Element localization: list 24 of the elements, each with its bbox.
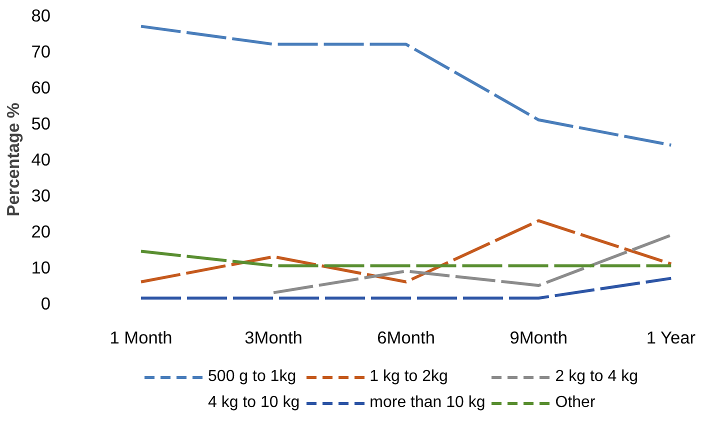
x-tick-label: 1 Year <box>646 328 696 348</box>
x-tick-label: 9Month <box>510 328 568 348</box>
legend-label: 1 kg to 2kg <box>370 368 448 386</box>
line-series <box>272 234 673 294</box>
line-series <box>140 24 673 147</box>
legend-label: 500 g to 1kg <box>208 368 296 386</box>
y-tick-label: 40 <box>31 150 51 170</box>
x-tick-label: 6Month <box>377 328 435 348</box>
y-tick-label: 30 <box>31 186 51 206</box>
y-tick-label: 80 <box>31 6 51 26</box>
legend-label: more than 10 kg <box>370 394 486 412</box>
legend-label: 2 kg to 4 kg <box>555 368 638 386</box>
y-tick-label: 10 <box>31 258 51 278</box>
y-tick-label: 50 <box>31 114 51 134</box>
y-tick-label: 0 <box>40 294 51 314</box>
legend-label: Other <box>555 394 596 412</box>
x-tick-label: 1 Month <box>110 328 172 348</box>
x-tick-label: 3Month <box>244 328 302 348</box>
y-tick-label: 20 <box>31 222 51 242</box>
line-series <box>140 219 673 284</box>
y-tick-label: 60 <box>31 78 51 98</box>
y-axis-title: Percentage % <box>3 102 24 216</box>
y-tick-label: 70 <box>31 42 51 62</box>
text: 4 kg to 10 kg <box>208 394 300 412</box>
